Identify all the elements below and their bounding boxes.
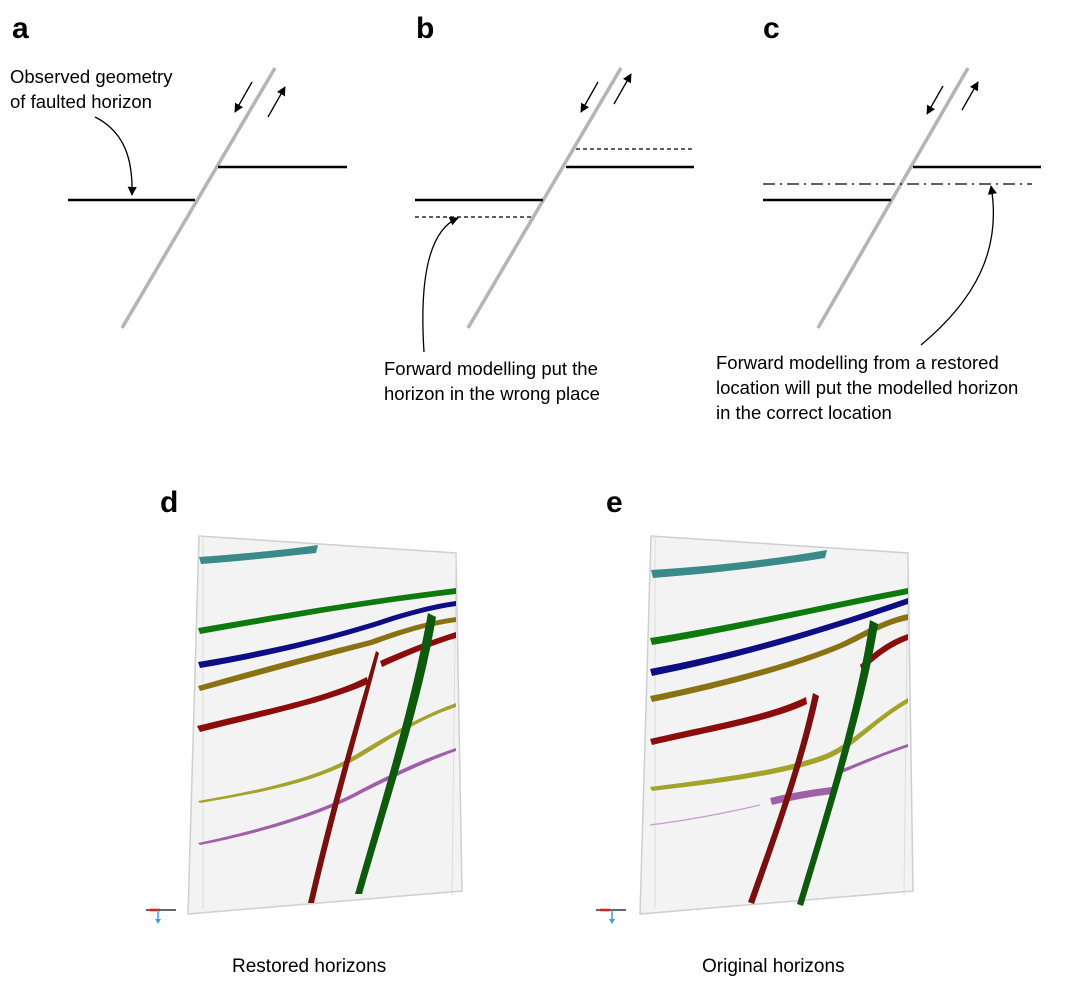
model-box-edge <box>903 552 909 896</box>
annotation-line: Observed geometry <box>10 66 173 87</box>
panel-a-schematic <box>68 67 347 329</box>
annotation-forward-modelling-wrong: Forward modelling put the horizon in the… <box>384 356 600 406</box>
annotation-line: location will put the modelled horizon <box>716 377 1019 398</box>
callout-arrow <box>422 217 459 353</box>
horizon-purple <box>198 748 456 845</box>
horizon-red-right <box>380 632 456 667</box>
panel-b-schematic <box>415 67 694 353</box>
annotation-line: Forward modelling from a restored <box>716 352 999 373</box>
horizon-green <box>198 588 456 634</box>
horizon-teal <box>651 550 827 578</box>
horizon-blue <box>650 598 908 676</box>
horizon-red-right <box>860 634 908 671</box>
slip-arrow-down <box>234 81 253 113</box>
panel-label-d: d <box>160 486 179 519</box>
panel-d-3d-model <box>146 535 463 924</box>
slip-arrow-down <box>580 81 599 113</box>
horizon-yellow-green <box>650 698 908 791</box>
annotation-line: Forward modelling put the <box>384 358 598 379</box>
horizon-red-left <box>197 677 368 732</box>
axis-gizmo-icon <box>596 908 626 924</box>
slip-arrow-up <box>961 81 979 111</box>
annotation-forward-modelling-correct: Forward modelling from a restored locati… <box>716 350 1018 425</box>
horizon-purple-faint <box>649 804 761 826</box>
fault-surface-red <box>308 651 379 903</box>
annotation-line: in the correct location <box>716 402 892 423</box>
fault-surface-red <box>748 693 819 904</box>
fault-line <box>466 67 623 329</box>
panel-label-e: e <box>606 486 623 519</box>
caption-restored-horizons: Restored horizons <box>232 956 387 977</box>
fault-surface-green <box>355 613 436 894</box>
horizon-teal <box>199 545 318 564</box>
annotation-observed-geometry: Observed geometry of faulted horizon <box>10 64 172 114</box>
horizon-green <box>650 588 908 645</box>
fault-surface-green <box>797 620 878 906</box>
slip-arrow-down <box>926 85 944 115</box>
annotation-line: horizon in the wrong place <box>384 383 600 404</box>
horizon-purple-right <box>840 744 908 773</box>
panel-label-a: a <box>12 12 29 45</box>
horizon-olive <box>198 617 456 691</box>
panel-label-b: b <box>416 12 435 45</box>
fault-line <box>120 67 277 329</box>
slip-arrow-up <box>267 86 286 118</box>
model-box-edge <box>451 552 457 896</box>
horizon-blue <box>198 601 456 668</box>
panel-label-c: c <box>763 12 780 45</box>
slip-arrow-up <box>613 73 632 105</box>
horizon-red-left <box>650 697 807 745</box>
model-box-face <box>187 535 463 915</box>
fault-line <box>816 67 970 329</box>
panel-e-3d-model <box>596 535 914 924</box>
caption-original-horizons: Original horizons <box>702 956 845 977</box>
callout-arrow <box>94 116 137 196</box>
callout-arrow <box>920 185 997 346</box>
panel-c-schematic <box>763 67 1041 346</box>
axis-gizmo-icon <box>146 908 176 924</box>
annotation-line: of faulted horizon <box>10 91 152 112</box>
horizon-olive <box>650 614 908 702</box>
